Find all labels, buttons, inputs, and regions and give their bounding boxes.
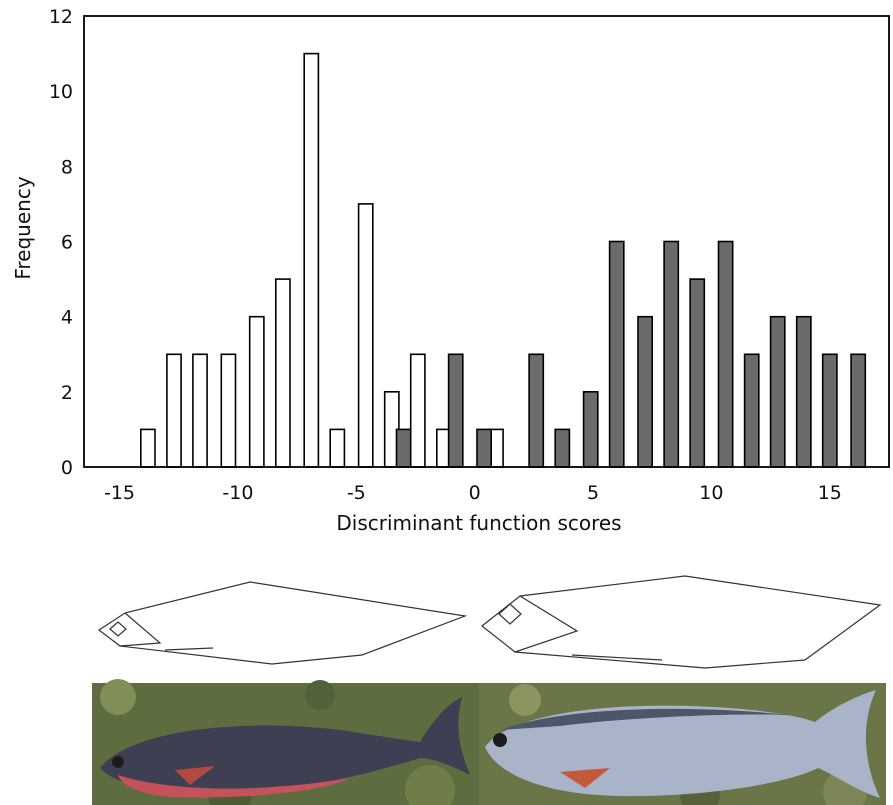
bar-white-3 (220, 353, 237, 468)
bar-white-7 (329, 428, 346, 468)
bar-gray-15 (850, 353, 867, 468)
bar-white-6 (303, 52, 320, 468)
y-tick-label: 4 (61, 307, 73, 329)
body-outline-right (481, 575, 882, 669)
bar-gray-13 (795, 315, 812, 468)
bar-gray-4 (554, 428, 571, 468)
body-outline-left (97, 581, 468, 665)
bar-gray-9 (689, 278, 706, 468)
y-tick-labels: 0 2 4 6 8 10 12 (49, 6, 73, 479)
x-tick-labels: -15 -10 -5 0 5 10 15 (104, 482, 842, 504)
bar-gray-6 (608, 240, 625, 468)
y-tick-label: 0 (61, 457, 73, 479)
plot-frame (83, 15, 890, 468)
x-tick-label: -10 (222, 482, 253, 504)
bar-gray-1 (447, 353, 464, 468)
bar-gray-8 (663, 240, 680, 468)
bar-gray-3 (528, 353, 545, 468)
bar-white-1 (166, 353, 182, 468)
bar-gray-0 (395, 428, 412, 468)
x-axis-title: Discriminant function scores (336, 511, 621, 535)
x-tick-label: -15 (104, 482, 135, 504)
bar-gray-7 (637, 315, 653, 468)
x-tick-label: 15 (818, 482, 842, 504)
fish-photo-left (92, 679, 479, 805)
bar-gray-14 (821, 353, 838, 468)
x-tick-label: -5 (347, 482, 366, 504)
bar-gray-2 (476, 428, 492, 468)
x-tick-label: 10 (699, 482, 723, 504)
bars-layer (140, 52, 867, 468)
x-tick-label: 0 (469, 482, 481, 504)
y-axis-title: Frequency (11, 176, 35, 279)
bar-white-10 (409, 353, 426, 468)
bar-gray-5 (582, 390, 599, 468)
bar-white-5 (274, 278, 291, 468)
histogram-chart: 0 2 4 6 8 10 12 -15 -10 -5 0 5 10 15 Discriminant fu… (11, 6, 890, 535)
bar-gray-11 (743, 353, 760, 468)
y-tick-label: 2 (61, 382, 73, 404)
y-tick-label: 6 (61, 232, 73, 254)
bar-gray-10 (717, 240, 734, 468)
bar-white-2 (192, 353, 208, 468)
y-tick-label: 8 (61, 156, 73, 178)
bar-gray-12 (769, 315, 786, 468)
x-tick-label: 5 (587, 482, 599, 504)
bar-white-4 (248, 315, 265, 468)
y-tick-label: 10 (49, 81, 73, 103)
bar-white-8 (357, 203, 374, 468)
fish-photo-right (479, 683, 886, 805)
y-tick-label: 12 (49, 6, 73, 28)
bar-white-0 (140, 428, 156, 468)
